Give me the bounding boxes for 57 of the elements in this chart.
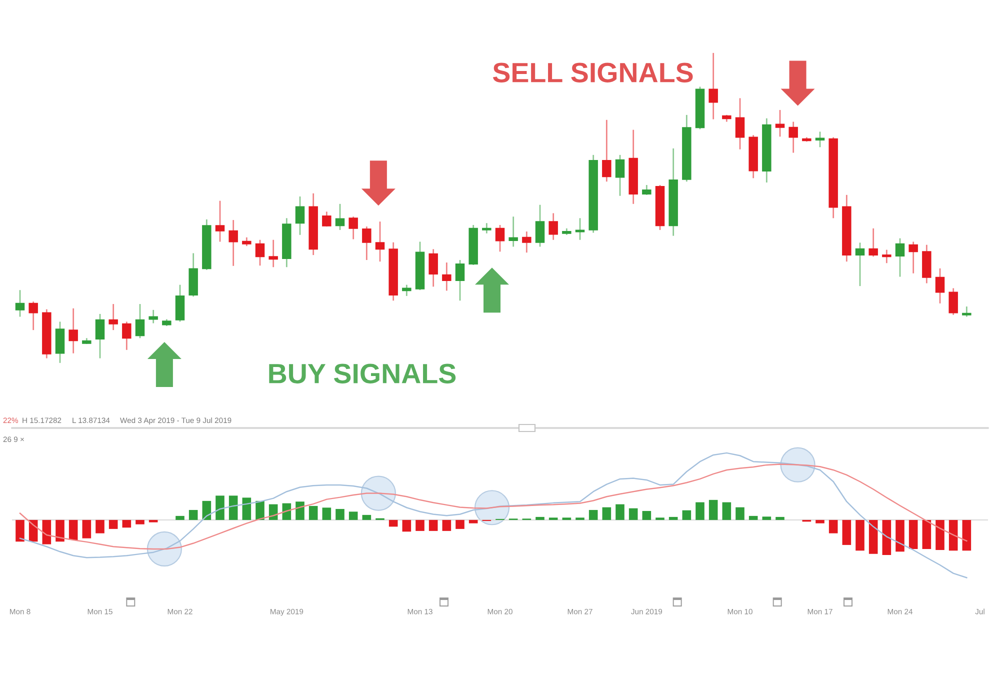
bar: [948, 520, 958, 551]
bar: [428, 520, 438, 531]
bar: [962, 520, 972, 551]
bar: [108, 520, 118, 529]
bar: [708, 500, 718, 520]
bar: [856, 520, 864, 551]
bar: [642, 510, 652, 520]
bar: [842, 520, 852, 545]
bar: [82, 520, 92, 538]
bar: [588, 510, 598, 520]
bar: [668, 516, 678, 520]
bar: [736, 507, 744, 520]
bar: [748, 516, 758, 520]
bar: [536, 516, 544, 520]
bar: [308, 506, 318, 520]
bar: [96, 520, 104, 534]
bar: [16, 520, 24, 542]
bar: [868, 520, 878, 554]
bar: [882, 520, 892, 555]
text: BUY SIGNALS: [269, 364, 456, 384]
bar: [336, 508, 344, 520]
bar: [296, 502, 304, 520]
bar: [402, 520, 412, 532]
bar: [722, 502, 732, 520]
bar: [322, 508, 332, 520]
bar: [456, 520, 464, 529]
bar: [762, 516, 772, 520]
bar: [442, 520, 452, 531]
bar: [816, 520, 824, 524]
annotation: SELL SIGNALS: [492, 62, 693, 82]
bar: [242, 498, 252, 520]
bar: [922, 520, 932, 549]
bar: [148, 520, 158, 522]
bar: [56, 520, 64, 542]
bar: [228, 496, 238, 520]
bar: [682, 510, 692, 520]
bar: [936, 520, 944, 550]
bar: [188, 510, 198, 520]
bar: [628, 508, 638, 520]
bar: [468, 520, 478, 524]
bar: [176, 516, 184, 520]
bar: [696, 502, 704, 520]
bar: [136, 520, 144, 524]
bar: [616, 504, 624, 520]
bar: [908, 520, 918, 549]
bar: [602, 507, 612, 520]
bar: [348, 512, 358, 520]
bar: [388, 520, 398, 527]
bar: [216, 496, 224, 520]
bar: [68, 520, 78, 540]
bar: [122, 520, 132, 528]
bar: [42, 520, 52, 544]
bar: [896, 520, 904, 552]
bar: [416, 520, 424, 531]
bar: [776, 516, 784, 520]
bar: [362, 514, 372, 520]
bar: [828, 520, 838, 534]
